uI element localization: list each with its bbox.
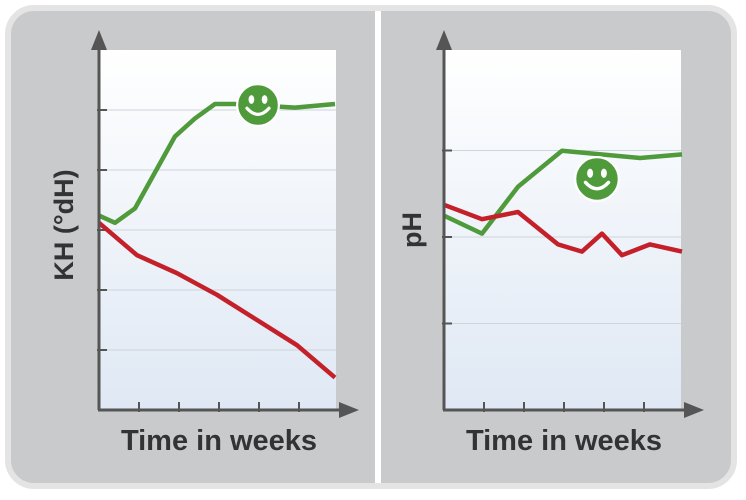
smiley	[236, 83, 280, 127]
arrow	[339, 402, 359, 418]
arrow	[684, 402, 704, 418]
y-axis-label: pH	[397, 212, 427, 248]
arrow	[91, 30, 107, 50]
line	[443, 202, 683, 258]
arrow	[436, 30, 452, 50]
y-axis-label: KH (°dH)	[49, 169, 79, 280]
line	[97, 221, 337, 380]
divider	[375, 11, 381, 483]
x-axis-label: Time in weeks	[121, 425, 317, 457]
smiley	[574, 156, 620, 202]
x-axis-label: Time in weeks	[466, 425, 662, 457]
line	[443, 148, 683, 236]
